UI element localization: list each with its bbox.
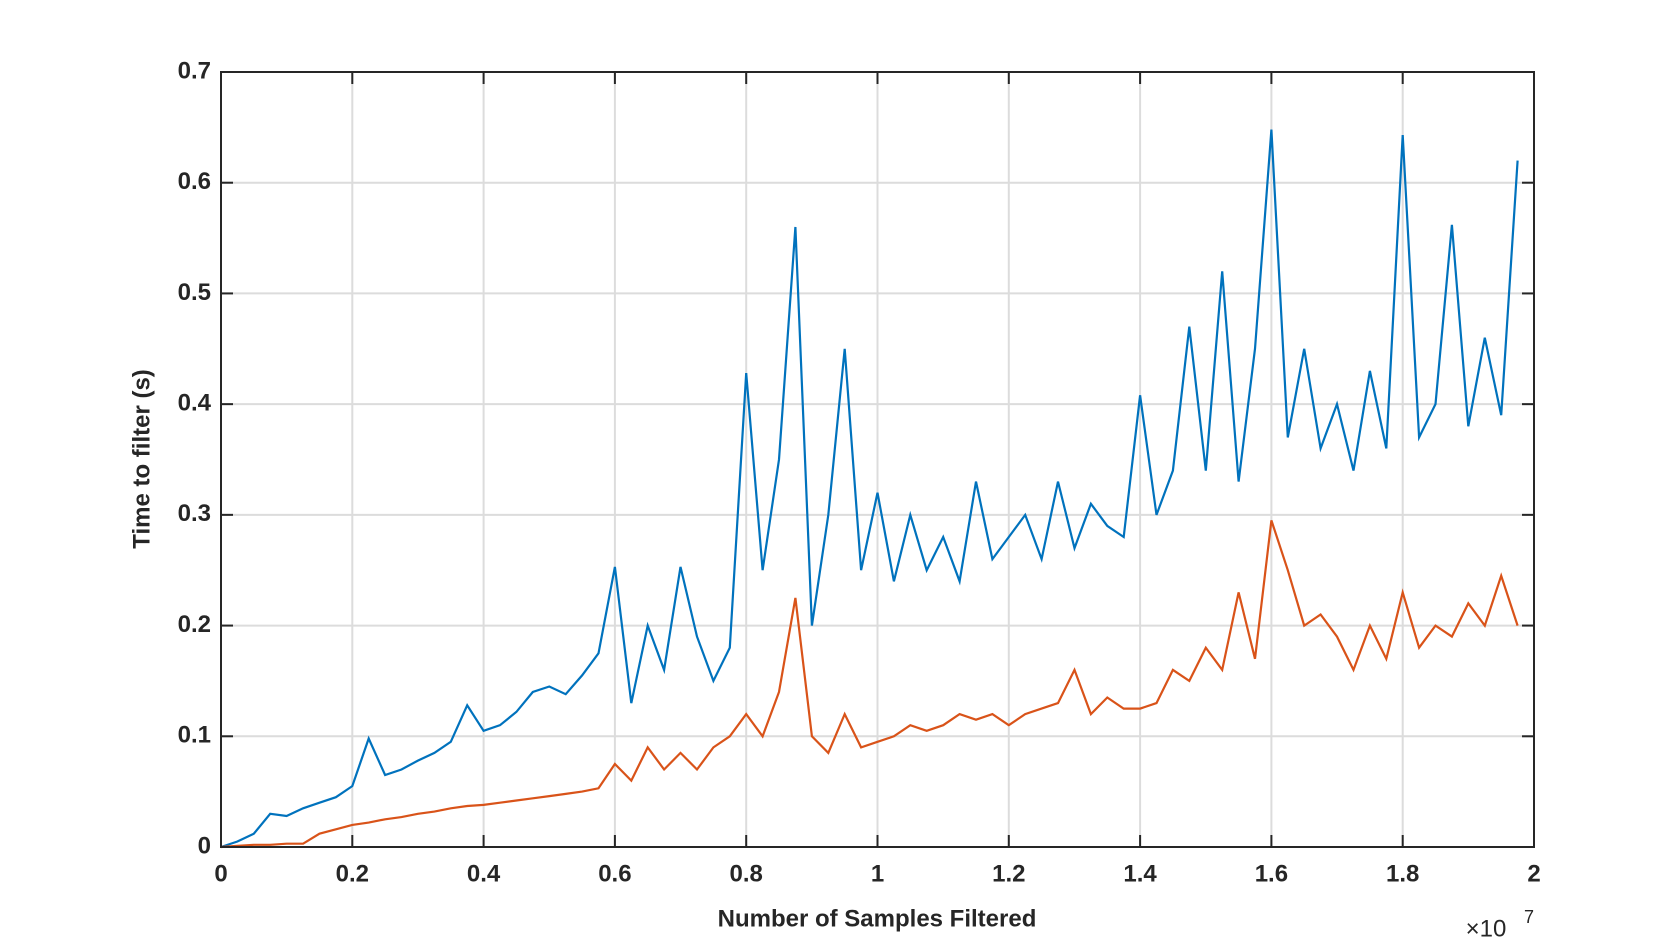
y-tick-label: 0.5 xyxy=(178,279,211,306)
y-tick-label: 0.6 xyxy=(178,168,211,195)
x-tick-label: 1 xyxy=(871,860,884,887)
y-tick-label: 0.2 xyxy=(178,611,211,638)
x-tick-label: 0.2 xyxy=(336,860,369,887)
data-line xyxy=(220,129,1519,849)
x-exponent: 7 xyxy=(1524,907,1534,927)
x-multiplier: ×10 xyxy=(1466,915,1507,942)
x-tick-label: 0 xyxy=(214,860,227,887)
x-tick-label: 0.8 xyxy=(730,860,763,887)
data-line xyxy=(220,520,1519,849)
y-tick-label: 0.1 xyxy=(178,722,211,749)
x-tick-label: 0.4 xyxy=(467,860,501,887)
y-axis-label: Time to filter (s) xyxy=(128,369,155,549)
y-tick-label: 0 xyxy=(198,832,211,859)
y-tick-label: 0.7 xyxy=(178,57,211,84)
x-tick-label: 1.6 xyxy=(1255,860,1288,887)
x-tick-label: 1.4 xyxy=(1123,860,1157,887)
x-axis-label: Number of Samples Filtered xyxy=(718,905,1037,932)
x-tick-label: 1.8 xyxy=(1386,860,1419,887)
x-tick-label: 0.6 xyxy=(598,860,631,887)
x-tick-label: 2 xyxy=(1527,860,1540,887)
y-tick-label: 0.3 xyxy=(178,500,211,527)
x-tick-label: 1.2 xyxy=(992,860,1025,887)
y-tick-label: 0.4 xyxy=(178,389,212,416)
